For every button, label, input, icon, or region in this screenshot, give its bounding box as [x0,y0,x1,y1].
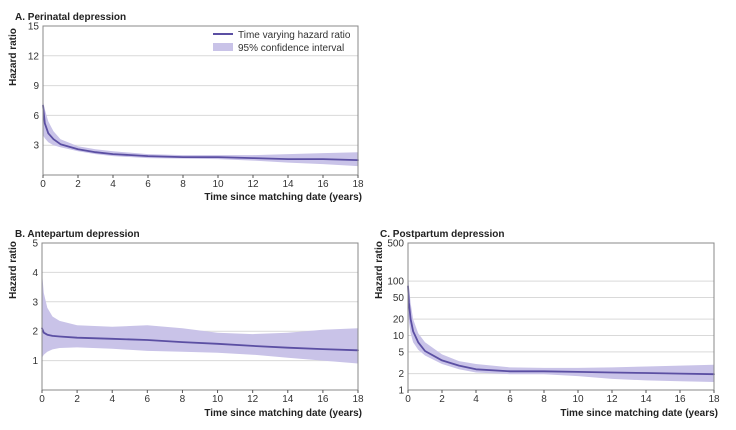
x-tick-label: 4 [109,394,115,405]
y-tick-label: 5 [398,347,404,358]
x-tick-label: 0 [39,394,45,405]
legend-label-band: 95% confidence interval [238,43,344,54]
panel-postpartum: C. Postpartum depression Hazard ratio Ti… [374,229,720,419]
x-tick-label: 14 [282,179,294,190]
x-tick-label: 14 [282,394,294,405]
x-tick-label: 6 [145,179,151,190]
x-tick-label: 12 [606,394,618,405]
x-tick-label: 8 [180,179,186,190]
y-tick-label: 500 [387,239,404,250]
confidence-band [42,272,358,364]
hazard-ratio-line [407,285,715,376]
x-tick-label: 14 [640,394,652,405]
x-tick-label: 12 [247,394,259,405]
y-tick-label: 3 [32,297,38,308]
x-tick-label: 2 [75,179,81,190]
panel-title: A. Perinatal depression [15,12,126,23]
x-tick-label: 18 [352,394,364,405]
x-tick-label: 18 [708,394,720,405]
panel-antepartum: B. Antepartum depression Hazard ratio Ti… [8,229,364,419]
y-tick-label: 10 [393,331,405,342]
y-tick-label: 20 [393,315,405,326]
y-tick-label: 1 [398,386,404,397]
x-tick-label: 16 [317,179,329,190]
plot-frame [42,25,359,176]
x-tick-label: 16 [674,394,686,405]
panel-title: C. Postpartum depression [380,229,504,240]
x-tick-label: 10 [572,394,584,405]
x-tick-label: 12 [247,179,259,190]
legend-band-swatch [213,43,233,51]
x-axis-title: Time since matching date (years) [560,408,718,419]
plot-frame [407,242,715,391]
legend: Time varying hazard ratio 95% confidence… [213,30,351,54]
y-tick-label: 9 [33,81,39,92]
x-tick-label: 18 [352,179,364,190]
x-axis-title: Time since matching date (years) [204,192,362,203]
x-axis-title: Time since matching date (years) [204,408,362,419]
y-axis-title: Hazard ratio [8,28,19,86]
x-tick-label: 6 [145,394,151,405]
x-tick-label: 4 [110,179,116,190]
x-tick-label: 16 [317,394,329,405]
x-tick-label: 0 [40,179,46,190]
panel-perinatal: A. Perinatal depression Hazard ratio Tim… [8,12,364,203]
y-tick-label: 6 [33,111,39,122]
plot-frame [41,242,359,391]
y-tick-label: 50 [393,293,405,304]
y-tick-label: 3 [33,141,39,152]
y-tick-label: 5 [32,239,38,250]
x-tick-label: 6 [507,394,513,405]
y-tick-label: 2 [32,327,38,338]
y-tick-label: 15 [28,22,40,33]
x-tick-label: 10 [212,394,224,405]
x-tick-label: 10 [212,179,224,190]
x-tick-label: 2 [74,394,80,405]
hazard-ratio-line [42,104,359,162]
x-tick-label: 8 [180,394,186,405]
x-tick-label: 2 [439,394,445,405]
x-tick-label: 4 [473,394,479,405]
panel-title: B. Antepartum depression [15,229,140,240]
x-tick-label: 8 [541,394,547,405]
x-tick-label: 0 [405,394,411,405]
confidence-band [408,271,714,382]
y-tick-label: 1 [32,356,38,367]
y-axis-title: Hazard ratio [374,241,385,299]
y-tick-label: 100 [387,277,404,288]
legend-label-line: Time varying hazard ratio [238,30,351,41]
y-tick-label: 4 [32,268,38,279]
y-tick-label: 12 [28,51,40,62]
hazard-ratio-line [41,327,359,352]
y-axis-title: Hazard ratio [8,241,19,299]
y-tick-label: 2 [398,369,404,380]
